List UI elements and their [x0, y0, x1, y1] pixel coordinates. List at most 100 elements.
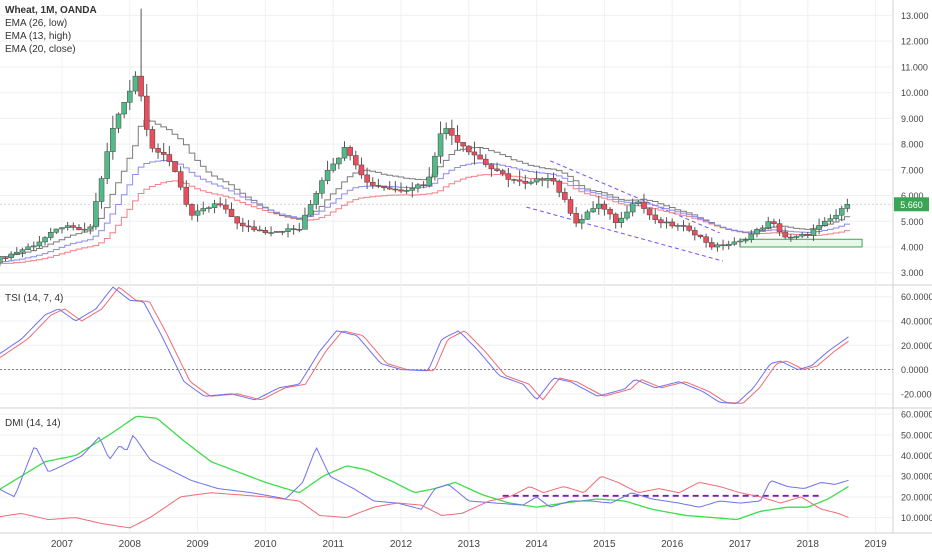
candle-body — [466, 145, 472, 153]
candle-body — [273, 231, 280, 233]
candle-body — [19, 249, 26, 253]
candle-body — [725, 243, 732, 247]
candle-body — [211, 203, 218, 208]
candle-body — [234, 216, 240, 224]
tsi-y-tick-label: 0.0000 — [901, 365, 929, 375]
candle-body — [827, 218, 834, 222]
candle-body — [692, 230, 698, 236]
candle-body — [262, 230, 269, 234]
x-tick-label: 2015 — [593, 539, 616, 550]
last-price-tag — [894, 197, 929, 212]
candle-body — [59, 227, 65, 230]
dmi-y-tick-label: 10.0000 — [901, 513, 932, 523]
candle-body — [460, 142, 466, 147]
dmi-y-tick-label: 50.0000 — [901, 430, 932, 440]
tsi-y-tick-label: 20.0000 — [901, 341, 932, 351]
candle-body — [177, 171, 184, 188]
candle-body — [584, 211, 591, 220]
candle-body — [742, 239, 749, 242]
x-tick-label: 2007 — [51, 539, 74, 550]
candle-body — [42, 237, 48, 243]
tsi-legend: TSI (14, 7, 4) — [5, 292, 63, 305]
candle-body — [539, 178, 545, 181]
x-tick-label: 2018 — [797, 539, 820, 550]
candle-body — [471, 151, 478, 156]
x-tick-label: 2009 — [186, 539, 209, 550]
x-tick-label: 2014 — [525, 539, 548, 550]
candle-body — [36, 241, 43, 247]
candle-body — [516, 179, 523, 182]
candle-body — [658, 219, 664, 224]
candle-body — [206, 207, 212, 209]
candle-body — [415, 184, 421, 189]
candle-body — [319, 180, 325, 194]
candle-body — [386, 187, 393, 190]
candle-body — [771, 221, 777, 224]
candle-body — [528, 181, 534, 184]
price-y-tick-label: 13.000 — [901, 11, 929, 21]
series-layer — [0, 8, 851, 529]
candle-body — [398, 189, 404, 192]
candle-body — [494, 168, 500, 171]
candle-body — [822, 220, 828, 226]
axis-layer: 2007 2008 2009 2010 2011 2012 2013 2014 2015 2016… — [51, 11, 932, 550]
candle-body — [104, 151, 110, 179]
candle-body — [731, 241, 738, 245]
support-zone — [739, 238, 863, 248]
candle-body — [596, 203, 602, 209]
candle-body — [87, 226, 93, 230]
candle-body — [0, 257, 3, 263]
price-y-tick-label: 12.000 — [901, 37, 929, 47]
candle-body — [245, 225, 252, 228]
candle-body — [53, 228, 60, 233]
x-tick-label: 2013 — [458, 539, 481, 550]
channel-upper-line — [549, 160, 720, 234]
candle-body — [782, 231, 788, 238]
candle-body — [93, 201, 99, 228]
legend-ema-close: EMA (20, close) — [5, 44, 76, 55]
candle-body — [488, 164, 495, 170]
candle-body — [833, 214, 839, 219]
candle-body — [426, 176, 432, 186]
candle-body — [805, 234, 811, 236]
candle-body — [268, 232, 274, 234]
tsi-y-tick-label: -20.0000 — [901, 389, 932, 399]
candle-body — [793, 235, 800, 238]
candle-body — [144, 95, 150, 130]
candle-body — [2, 257, 9, 259]
candle-body — [420, 184, 427, 187]
candle-body — [149, 129, 156, 149]
candle-body — [545, 177, 551, 181]
price-y-tick-label: 9.000 — [901, 114, 924, 124]
candle-body — [652, 214, 658, 220]
candle-body — [307, 204, 314, 216]
x-tick-label: 2010 — [254, 539, 277, 550]
price-y-tick-label: 8.000 — [901, 140, 924, 150]
candle-body — [754, 229, 760, 235]
candle-body — [612, 213, 619, 223]
candle-body — [302, 214, 308, 230]
candle-body — [240, 222, 246, 227]
candle-body — [443, 128, 449, 135]
candle-body — [799, 234, 805, 237]
candle-body — [70, 225, 77, 228]
candle-body — [257, 229, 263, 232]
dmi-y-tick-label: 60.0000 — [901, 410, 932, 420]
dmi-legend: DMI (14, 14) — [5, 417, 61, 430]
candle-body — [127, 90, 133, 103]
candle-body — [324, 170, 331, 181]
price-y-tick-label: 6.000 — [901, 191, 924, 201]
candle-body — [663, 221, 670, 224]
dmi-series-line — [0, 476, 849, 529]
candle-body — [522, 180, 529, 184]
candle-body — [607, 208, 613, 215]
channel-lower-line — [526, 206, 724, 262]
candle-body — [358, 164, 365, 176]
candle-body — [788, 236, 794, 239]
candle-body — [533, 178, 540, 183]
candle-body — [364, 174, 370, 183]
candle-body — [573, 213, 579, 224]
candle-body — [132, 75, 139, 92]
ema-high-line — [0, 119, 851, 257]
